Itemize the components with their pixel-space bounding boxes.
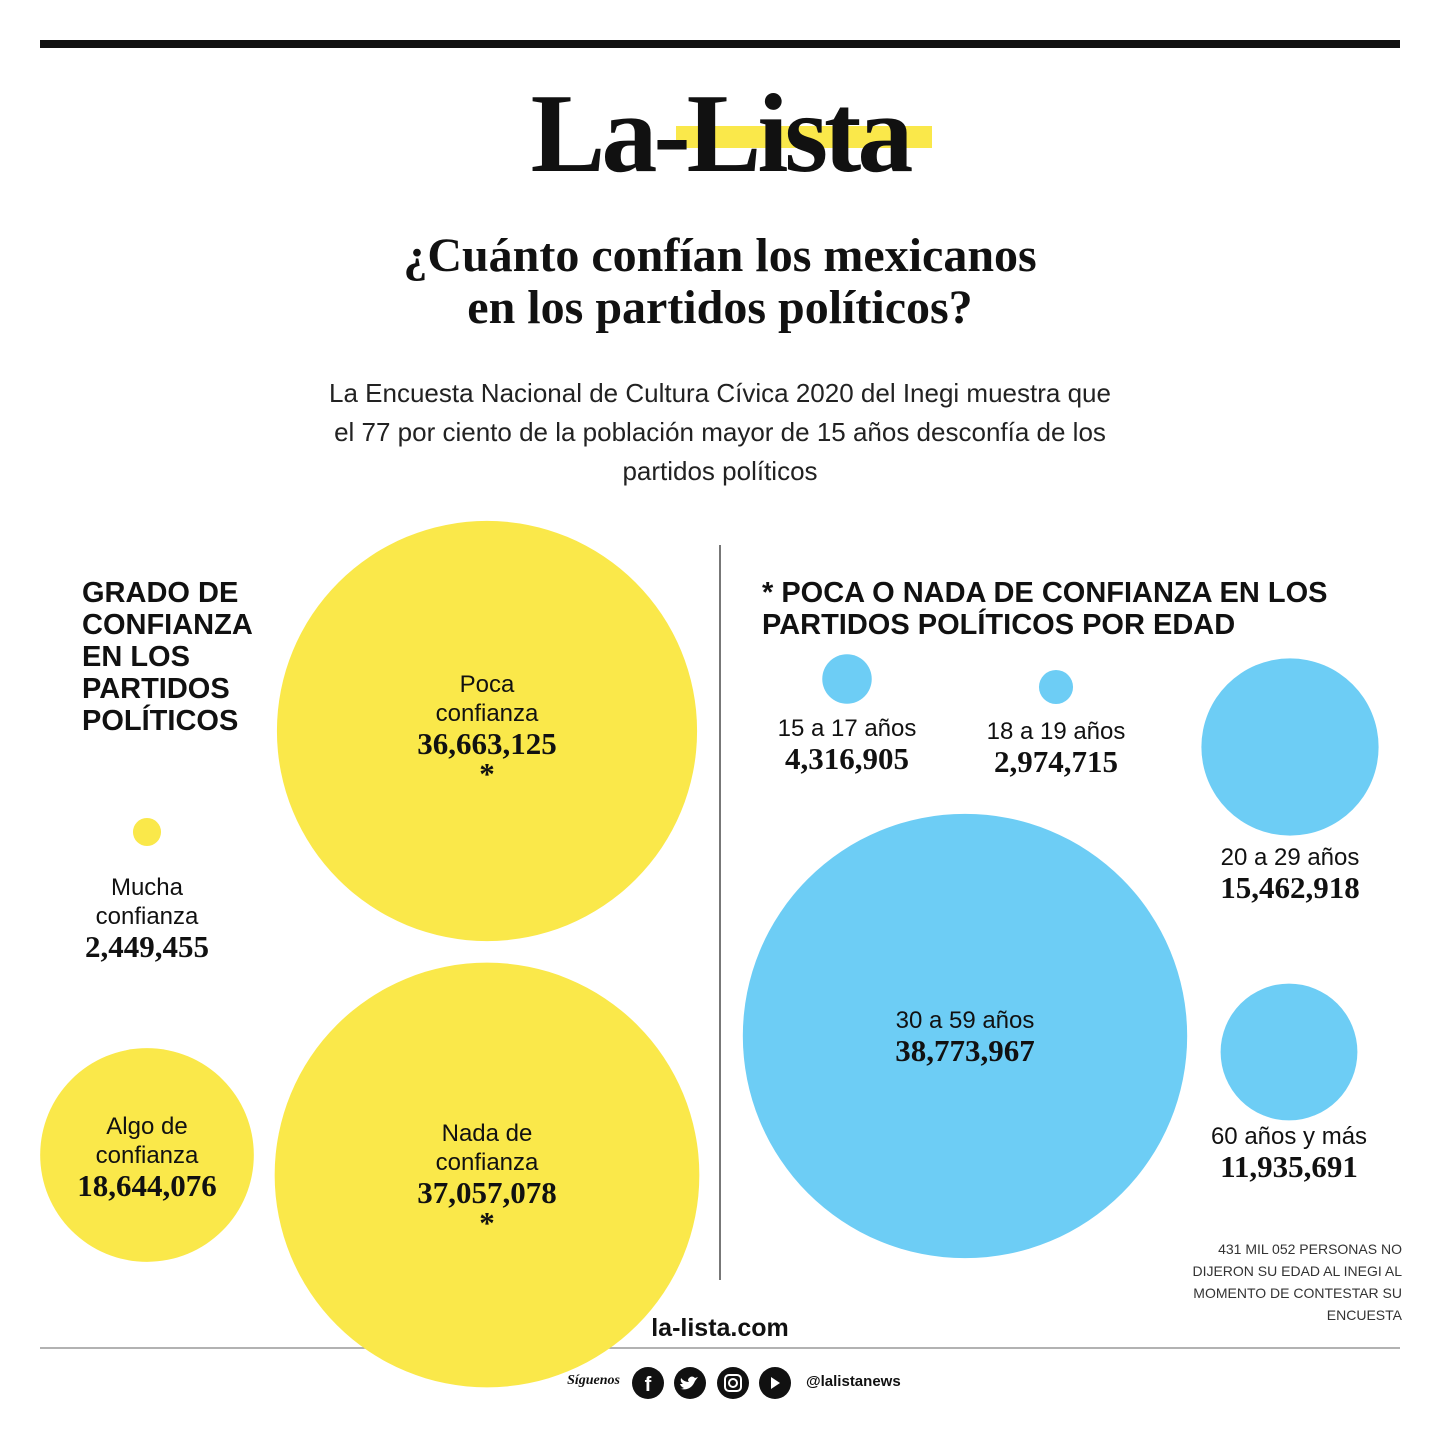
facebook-icon[interactable] (632, 1367, 664, 1399)
value-label: 37,057,078 (417, 1175, 557, 1210)
bubbles (40, 520, 1379, 1388)
value-label: 11,935,691 (1220, 1149, 1358, 1184)
category-label: 15 a 17 años (777, 715, 917, 742)
footnote: 431 MIL 052 PERSONAS NO DIJERON SU EDAD … (1192, 1241, 1402, 1323)
category-label: 20 a 29 años (1220, 844, 1360, 871)
value-label: 4,316,905 (785, 741, 909, 776)
bubble (1220, 983, 1358, 1121)
bubble (1038, 669, 1074, 705)
bubble (132, 817, 162, 847)
top-rule (40, 40, 1400, 48)
category-label: 18 a 19 años (986, 718, 1126, 745)
bubble (742, 813, 1188, 1259)
chart-title: * POCA O NADA DE CONFIANZA EN LOS PARTID… (762, 577, 1328, 641)
category-label: 60 años y más (1210, 1123, 1368, 1150)
value-label: 18,644,076 (77, 1168, 217, 1203)
icon-glyph (680, 1376, 698, 1390)
value-note: * (479, 1205, 495, 1240)
icon-glyph (728, 1378, 738, 1388)
title-line: ¿Cuánto confían los mexicanos (403, 229, 1037, 282)
category-label: Nada de confianza (435, 1120, 539, 1176)
subtitle: La Encuesta Nacional de Cultura Cívica 2… (329, 378, 1111, 486)
chart-title: GRADO DE CONFIANZA EN LOS PARTIDOS POLÍT… (82, 577, 252, 737)
bubble (276, 520, 698, 942)
category-label: 30 a 59 años (895, 1007, 1035, 1034)
instagram-icon[interactable] (717, 1367, 749, 1399)
value-label: 2,974,715 (994, 744, 1118, 779)
bubble (822, 654, 872, 704)
category-label: Poca confianza (435, 671, 539, 727)
category-label: Algo de confianza (95, 1113, 199, 1169)
website[interactable]: la-lista.com (651, 1314, 789, 1342)
title-line: en los partidos políticos? (467, 281, 973, 334)
follow-label: Síguenos (567, 1373, 620, 1388)
icon-glyph: f (645, 1374, 652, 1396)
icon-glyph (724, 1374, 742, 1392)
category-label: Mucha confianza (95, 874, 199, 930)
value-label: 38,773,967 (895, 1033, 1035, 1068)
social-icons: f (632, 1367, 791, 1399)
icon-glyph (771, 1377, 780, 1389)
bubble (40, 1048, 254, 1262)
value-label: 2,449,455 (85, 929, 209, 964)
value-label: 15,462,918 (1220, 870, 1360, 905)
value-note: * (479, 756, 495, 791)
logo: La-Lista (530, 72, 914, 196)
value-label: 36,663,125 (417, 726, 557, 761)
bubble (274, 962, 700, 1388)
bubble (1201, 658, 1379, 836)
logo-highlight (676, 126, 932, 148)
social-handle[interactable]: @lalistanews (806, 1373, 901, 1390)
